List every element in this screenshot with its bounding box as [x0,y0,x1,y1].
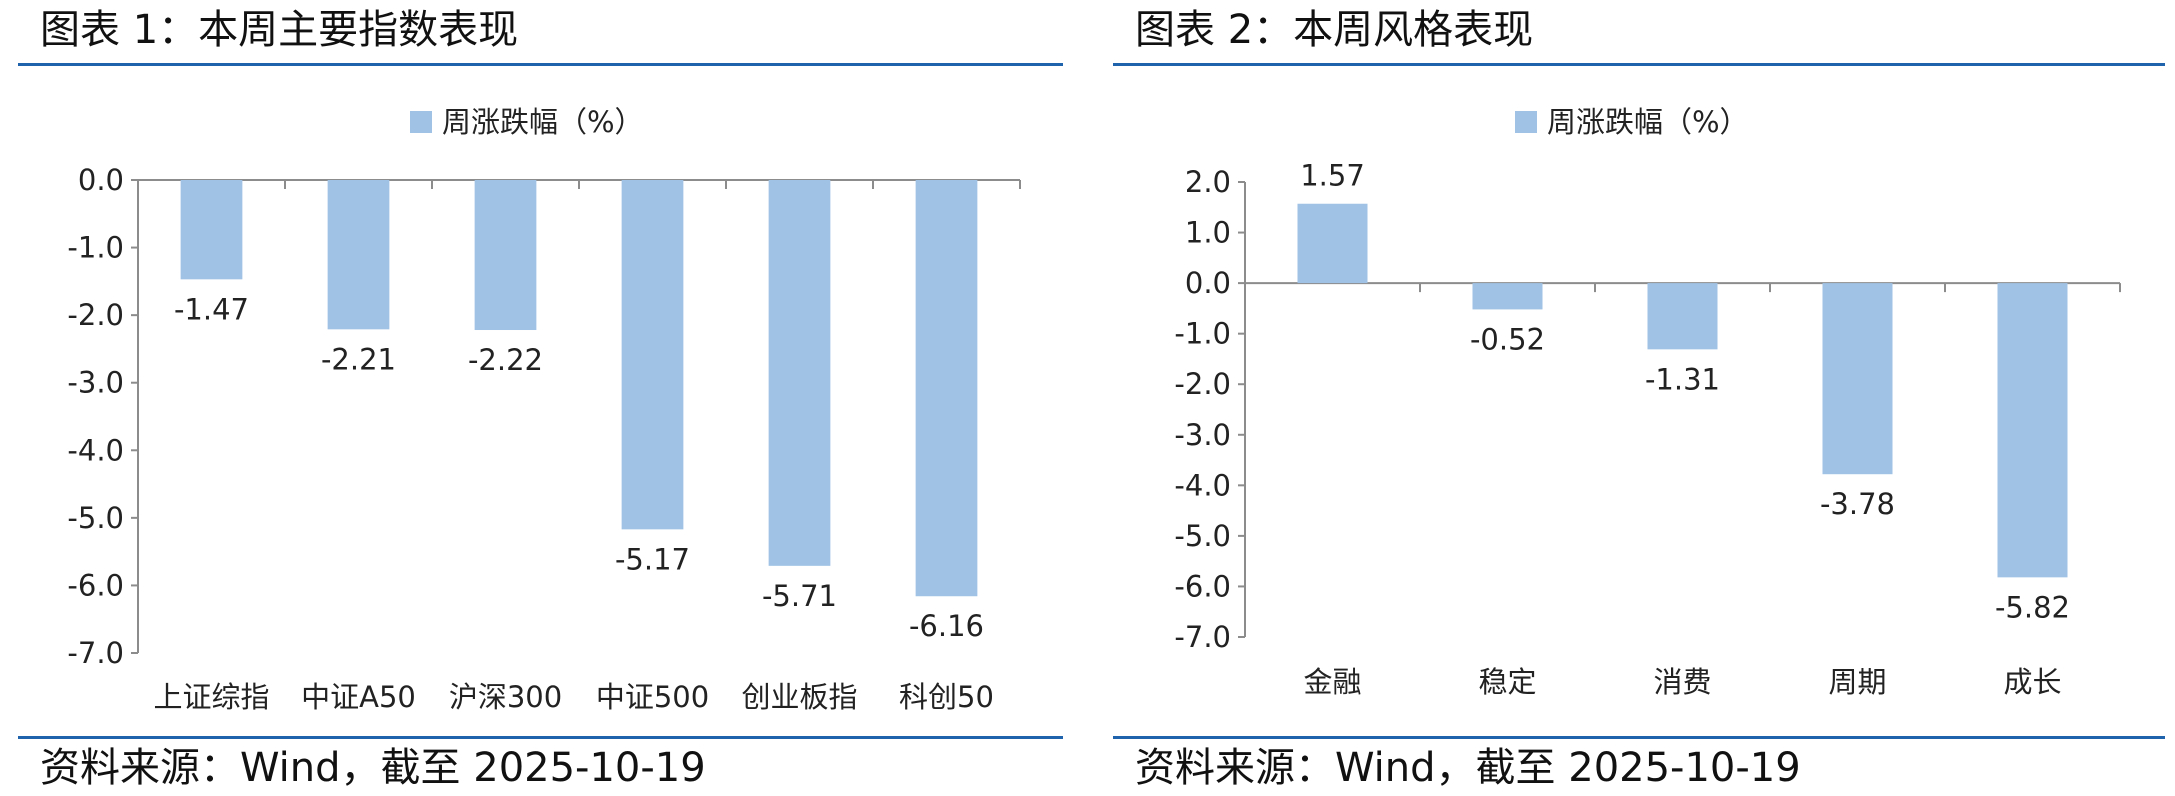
category-label: 沪深300 [449,680,562,714]
y-tick-label: -2.0 [67,298,124,332]
category-label: 中证A50 [301,680,416,714]
bar [474,180,537,331]
chart-panel-2: 图表 2：本周风格表现 周涨跌幅（%） 2.0 1.0 0.0 -1.0 -2.0 -3.0… [1105,0,2175,795]
category-label: 金融 [1303,665,1361,699]
y-tick-label: 0.0 [1185,266,1231,300]
source-note-2: 资料来源：Wind，截至 2025-10-19 [1135,745,1801,791]
figure-title-1: 图表 1：本周主要指数表现 [40,7,519,53]
y-tick-label: -4.0 [67,433,124,467]
bar [1997,283,2068,578]
y-tick-label: -7.0 [67,636,124,670]
data-label: -1.31 [1645,362,1720,396]
figure-title-2: 图表 2：本周风格表现 [1135,7,1534,53]
source-note-1: 资料来源：Wind，截至 2025-10-19 [40,745,706,791]
data-label: -1.47 [174,292,249,326]
bar-chart-major-indices: 周涨跌幅（%） 0.0 -1.0 -2.0 -3.0 -4.0 -5.0 -6.0 -7.0 -1… [67,105,1021,714]
category-label: 科创50 [899,680,994,714]
category-label: 中证500 [596,680,709,714]
chart-panel-1: 图表 1：本周主要指数表现 周涨跌幅（%） 0.0 -1.0 -2.0 -3.0 -4.0… [0,0,1085,795]
y-tick-label: -6.0 [67,568,124,602]
data-label: -5.71 [762,579,837,613]
category-label: 稳定 [1478,665,1536,699]
data-label: -6.16 [909,609,984,643]
title-rule-2 [1113,63,2165,66]
bar [1647,283,1718,350]
title-rule-1 [18,63,1063,66]
data-label: -2.21 [321,342,396,376]
category-label: 上证综指 [153,680,269,714]
data-label: -5.82 [1995,590,2070,624]
legend-label: 周涨跌幅（%） [1547,105,1749,139]
y-tick-label: -6.0 [1174,569,1231,603]
y-tick-label: -1.0 [1174,317,1231,351]
bar [1822,283,1893,475]
y-tick-label: -7.0 [1174,620,1231,654]
y-tick-label: -4.0 [1174,468,1231,502]
y-tick-label: -1.0 [67,231,124,265]
category-label: 消费 [1653,665,1711,699]
source-rule-1 [18,736,1063,739]
y-tick-label: -5.0 [1174,519,1231,553]
bar [915,180,978,597]
category-label: 周期 [1828,665,1886,699]
y-tick-label: 0.0 [78,163,124,197]
legend-swatch [1515,111,1537,133]
y-tick-label: -3.0 [67,366,124,400]
y-tick-label: -2.0 [1174,367,1231,401]
y-tick-label: -3.0 [1174,418,1231,452]
bar-chart-style-performance: 周涨跌幅（%） 2.0 1.0 0.0 -1.0 -2.0 -3.0 -4.0 -5.0 -6.0… [1174,105,2121,699]
bar [327,180,390,330]
bar [621,180,684,530]
category-label: 成长 [2003,665,2061,699]
bar [768,180,831,566]
legend-label: 周涨跌幅（%） [442,105,644,139]
data-label: -5.17 [615,542,690,576]
y-tick-label: -5.0 [67,501,124,535]
y-tick-label: 1.0 [1185,216,1231,250]
bar [1297,203,1368,284]
bar [1472,283,1543,310]
data-label: -0.52 [1470,322,1545,356]
data-label: -2.22 [468,343,543,377]
category-label: 创业板指 [741,680,857,714]
data-label: 1.57 [1300,159,1365,193]
y-tick-label: 2.0 [1185,165,1231,199]
source-rule-2 [1113,736,2165,739]
legend-swatch [410,111,432,133]
bar [180,180,243,280]
data-label: -3.78 [1820,487,1895,521]
